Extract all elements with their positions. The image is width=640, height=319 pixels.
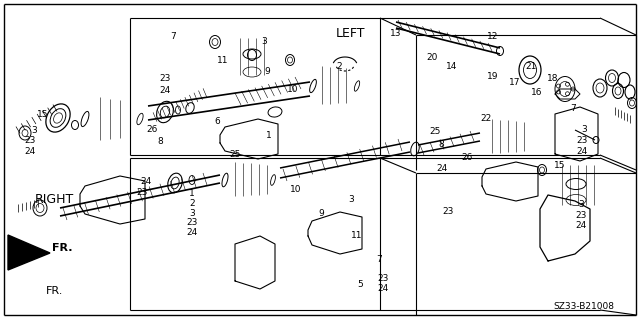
Text: 7: 7 bbox=[376, 256, 381, 264]
Text: 24: 24 bbox=[575, 221, 587, 230]
Text: 3: 3 bbox=[189, 209, 195, 218]
Polygon shape bbox=[8, 235, 50, 270]
Text: 9: 9 bbox=[319, 209, 324, 218]
Text: 2: 2 bbox=[337, 63, 342, 71]
Text: 19: 19 bbox=[487, 72, 499, 81]
Text: 7: 7 bbox=[570, 104, 575, 113]
Text: 3: 3 bbox=[348, 195, 353, 204]
Text: RIGHT: RIGHT bbox=[35, 193, 74, 206]
Text: 15: 15 bbox=[554, 161, 566, 170]
Text: 10: 10 bbox=[290, 185, 301, 194]
Text: 23: 23 bbox=[575, 211, 587, 220]
Text: 6: 6 bbox=[215, 117, 220, 126]
Text: 24: 24 bbox=[159, 86, 171, 95]
Text: 1: 1 bbox=[189, 189, 195, 198]
Text: 3: 3 bbox=[582, 125, 587, 134]
Text: 2: 2 bbox=[189, 199, 195, 208]
Text: 21: 21 bbox=[525, 63, 537, 71]
Text: 9: 9 bbox=[265, 67, 270, 76]
Text: 7: 7 bbox=[170, 32, 175, 41]
Text: 3: 3 bbox=[579, 200, 584, 209]
Text: 15: 15 bbox=[37, 110, 49, 119]
Text: 1: 1 bbox=[266, 131, 271, 140]
Text: 5: 5 bbox=[357, 280, 362, 289]
Text: 24: 24 bbox=[436, 164, 447, 173]
Text: 24: 24 bbox=[186, 228, 198, 237]
Text: 12: 12 bbox=[487, 32, 499, 41]
Text: LEFT: LEFT bbox=[336, 27, 365, 40]
Text: 24: 24 bbox=[377, 284, 388, 293]
Text: 24: 24 bbox=[24, 147, 36, 156]
Text: 23: 23 bbox=[159, 74, 171, 83]
Text: 24: 24 bbox=[577, 147, 588, 156]
Text: 24: 24 bbox=[140, 177, 152, 186]
Text: 8: 8 bbox=[157, 137, 163, 146]
Text: 23: 23 bbox=[136, 189, 148, 197]
Text: 26: 26 bbox=[147, 125, 158, 134]
Text: FR.: FR. bbox=[46, 286, 63, 296]
Text: 23: 23 bbox=[377, 274, 388, 283]
Text: 10: 10 bbox=[287, 85, 299, 94]
Text: 23: 23 bbox=[24, 137, 36, 145]
Text: 26: 26 bbox=[461, 153, 473, 162]
Text: 22: 22 bbox=[481, 114, 492, 123]
Text: 14: 14 bbox=[445, 63, 457, 71]
Text: 3: 3 bbox=[31, 126, 36, 135]
Text: 3: 3 bbox=[261, 37, 266, 46]
Text: 23: 23 bbox=[577, 136, 588, 145]
Text: 17: 17 bbox=[509, 78, 521, 87]
Text: 11: 11 bbox=[217, 56, 228, 65]
Text: 18: 18 bbox=[547, 74, 559, 83]
Text: 25: 25 bbox=[429, 127, 441, 136]
Text: FR.: FR. bbox=[52, 243, 72, 253]
Text: 13: 13 bbox=[390, 29, 401, 38]
Text: SZ33-B21008: SZ33-B21008 bbox=[554, 302, 614, 311]
Text: 23: 23 bbox=[186, 218, 198, 227]
Text: 20: 20 bbox=[426, 53, 438, 62]
Text: 16: 16 bbox=[531, 88, 542, 97]
Text: 8: 8 bbox=[439, 140, 444, 149]
Text: 25: 25 bbox=[230, 150, 241, 159]
Text: 23: 23 bbox=[442, 207, 454, 216]
Text: 11: 11 bbox=[351, 231, 363, 240]
